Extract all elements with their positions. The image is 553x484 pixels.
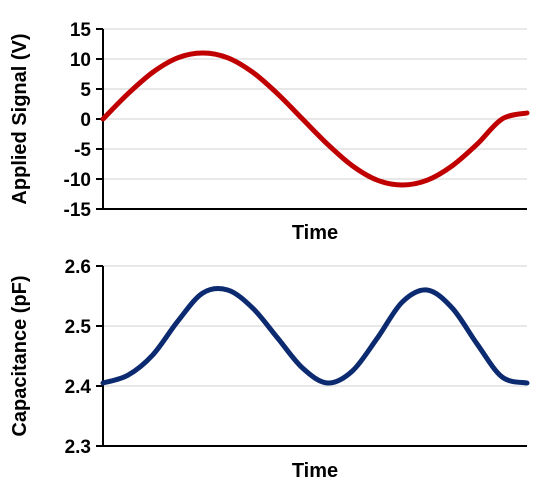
y-tick-label: 2.6 [65,257,91,278]
y-tick-label: 5 [80,80,91,101]
y-tick-label: 2.5 [65,317,92,338]
y-tick-label: 15 [70,20,92,41]
y-tick-label: 10 [70,50,91,71]
applied-signal-panel: 15 10 5 0 -5 -10 -15 Applied Signal (V) Time [9,20,530,244]
y-tick-label: 0 [80,110,91,131]
y-tick-label: -10 [64,170,91,191]
capacitance-panel: 2.6 2.5 2.4 2.3 Capacitance (pF) Time [9,257,530,482]
capacitance-x-axis-label: Time [292,460,338,482]
applied-signal-x-axis-label: Time [292,222,338,244]
y-tick-label: 2.3 [65,437,91,458]
y-tick-label: -5 [74,140,91,161]
y-tick-label: -15 [64,200,92,221]
applied-signal-y-axis-label: Applied Signal (V) [9,33,31,204]
applied-signal-series-line [100,50,530,188]
capacitance-series-line [100,285,530,386]
capacitance-y-axis-label: Capacitance (pF) [9,275,31,436]
capacitance-y-ticks: 2.6 2.5 2.4 2.3 [65,257,103,458]
applied-signal-y-ticks: 15 10 5 0 -5 -10 -15 [64,20,103,221]
y-tick-label: 2.4 [65,377,92,398]
